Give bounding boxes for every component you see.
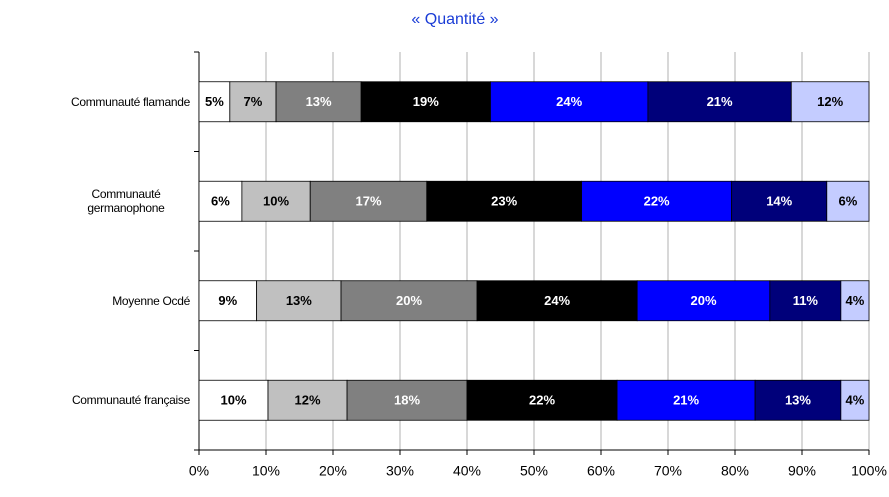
value-label: 21% — [707, 94, 733, 109]
value-label: 24% — [544, 293, 570, 308]
value-label: 10% — [220, 393, 246, 408]
category-label: Moyenne Ocdé — [0, 281, 190, 321]
bar-segment — [346, 379, 468, 421]
chart-title: « Quantité » — [411, 11, 498, 28]
bar-segment — [826, 180, 870, 222]
category-text: Communauté française — [71, 393, 190, 408]
category-label: Communauté flamande — [0, 82, 190, 122]
bar-segment — [275, 81, 362, 123]
bar-segment — [426, 180, 582, 222]
bar-segment — [267, 379, 348, 421]
value-label: 13% — [306, 94, 332, 109]
bar-segment — [754, 379, 842, 421]
bar-segment — [229, 81, 277, 123]
value-label: 23% — [491, 194, 517, 209]
value-label: 12% — [817, 94, 843, 109]
bar-segment — [840, 280, 870, 322]
value-label: 5% — [205, 94, 224, 109]
x-tick-label: 90% — [788, 463, 816, 479]
bar-segment — [476, 280, 638, 322]
bar-segment — [840, 379, 870, 421]
value-label: 12% — [295, 393, 321, 408]
category-text: Communauté flamande — [70, 94, 190, 109]
x-tick-label: 20% — [319, 463, 347, 479]
value-label: 18% — [394, 393, 420, 408]
category-text: Moyenne Ocdé — [112, 293, 190, 308]
value-label: 24% — [556, 94, 582, 109]
x-tick-label: 40% — [453, 463, 481, 479]
x-tick-label: 60% — [587, 463, 615, 479]
bar-segment — [360, 81, 491, 123]
x-tick-label: 100% — [851, 463, 887, 479]
bar-segment — [647, 81, 792, 123]
value-label: 13% — [286, 293, 312, 308]
value-label: 13% — [785, 393, 811, 408]
value-label: 10% — [263, 194, 289, 209]
bar-segment — [466, 379, 618, 421]
value-label: 11% — [793, 293, 819, 308]
x-tick-label: 80% — [721, 463, 749, 479]
bar-segment — [198, 81, 231, 123]
bar-segment — [616, 379, 756, 421]
value-label: 22% — [529, 393, 555, 408]
value-label: 20% — [690, 293, 716, 308]
bar-segment — [198, 180, 243, 222]
bar-segment — [198, 280, 258, 322]
value-label: 7% — [244, 94, 263, 109]
bar-segment — [790, 81, 870, 123]
bar-segment — [581, 180, 733, 222]
bar-segment — [340, 280, 478, 322]
value-label: 19% — [413, 94, 439, 109]
bar-segment — [769, 280, 842, 322]
value-label: 4% — [846, 293, 865, 308]
value-label: 21% — [673, 393, 699, 408]
x-tick-label: 0% — [189, 463, 209, 479]
value-label: 6% — [211, 194, 230, 209]
value-label: 20% — [396, 293, 422, 308]
value-label: 17% — [355, 194, 381, 209]
bar-segment — [198, 379, 269, 421]
value-label: 4% — [846, 393, 865, 408]
x-tick-label: 70% — [654, 463, 682, 479]
value-label: 14% — [766, 194, 792, 209]
value-label: 6% — [838, 194, 857, 209]
x-tick-label: 30% — [386, 463, 414, 479]
value-label: 22% — [644, 194, 670, 209]
category-text: Communauté germanophone — [87, 187, 165, 216]
bar-segment — [490, 81, 649, 123]
value-label: 9% — [218, 293, 237, 308]
category-label: Communauté germanophone — [0, 181, 190, 221]
category-label: Communauté française — [0, 380, 190, 420]
x-tick-label: 10% — [252, 463, 280, 479]
x-tick-label: 50% — [520, 463, 548, 479]
